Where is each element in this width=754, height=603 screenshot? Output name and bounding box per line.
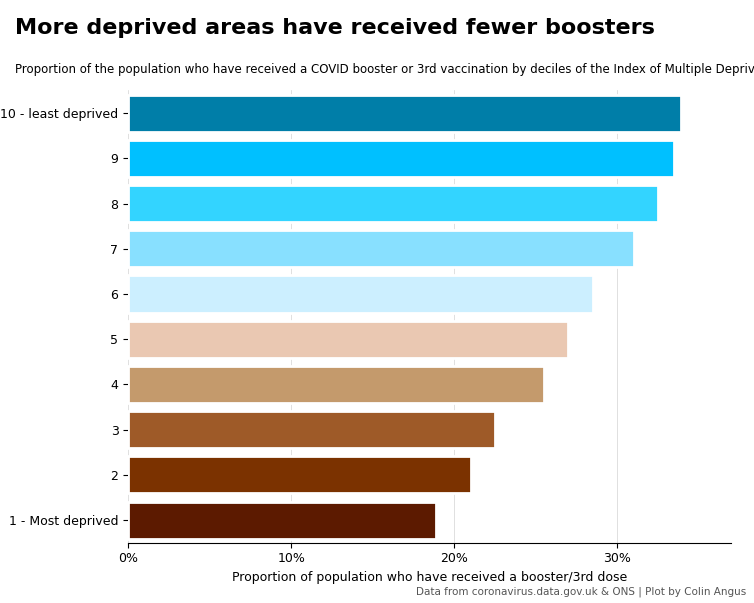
Bar: [128, 456, 470, 493]
Bar: [128, 140, 674, 177]
Text: More deprived areas have received fewer boosters: More deprived areas have received fewer …: [15, 18, 655, 38]
X-axis label: Proportion of population who have received a booster/3rd dose: Proportion of population who have receiv…: [232, 571, 627, 584]
Bar: [128, 411, 495, 448]
Bar: [128, 185, 658, 222]
Bar: [128, 366, 544, 403]
Bar: [128, 502, 437, 538]
Bar: [128, 230, 633, 267]
Bar: [128, 276, 593, 312]
Text: Proportion of the population who have received a COVID booster or 3rd vaccinatio: Proportion of the population who have re…: [15, 63, 754, 77]
Text: Data from coronavirus.data.gov.uk & ONS | Plot by Colin Angus: Data from coronavirus.data.gov.uk & ONS …: [416, 587, 746, 597]
Bar: [128, 95, 681, 131]
Bar: [128, 321, 569, 358]
